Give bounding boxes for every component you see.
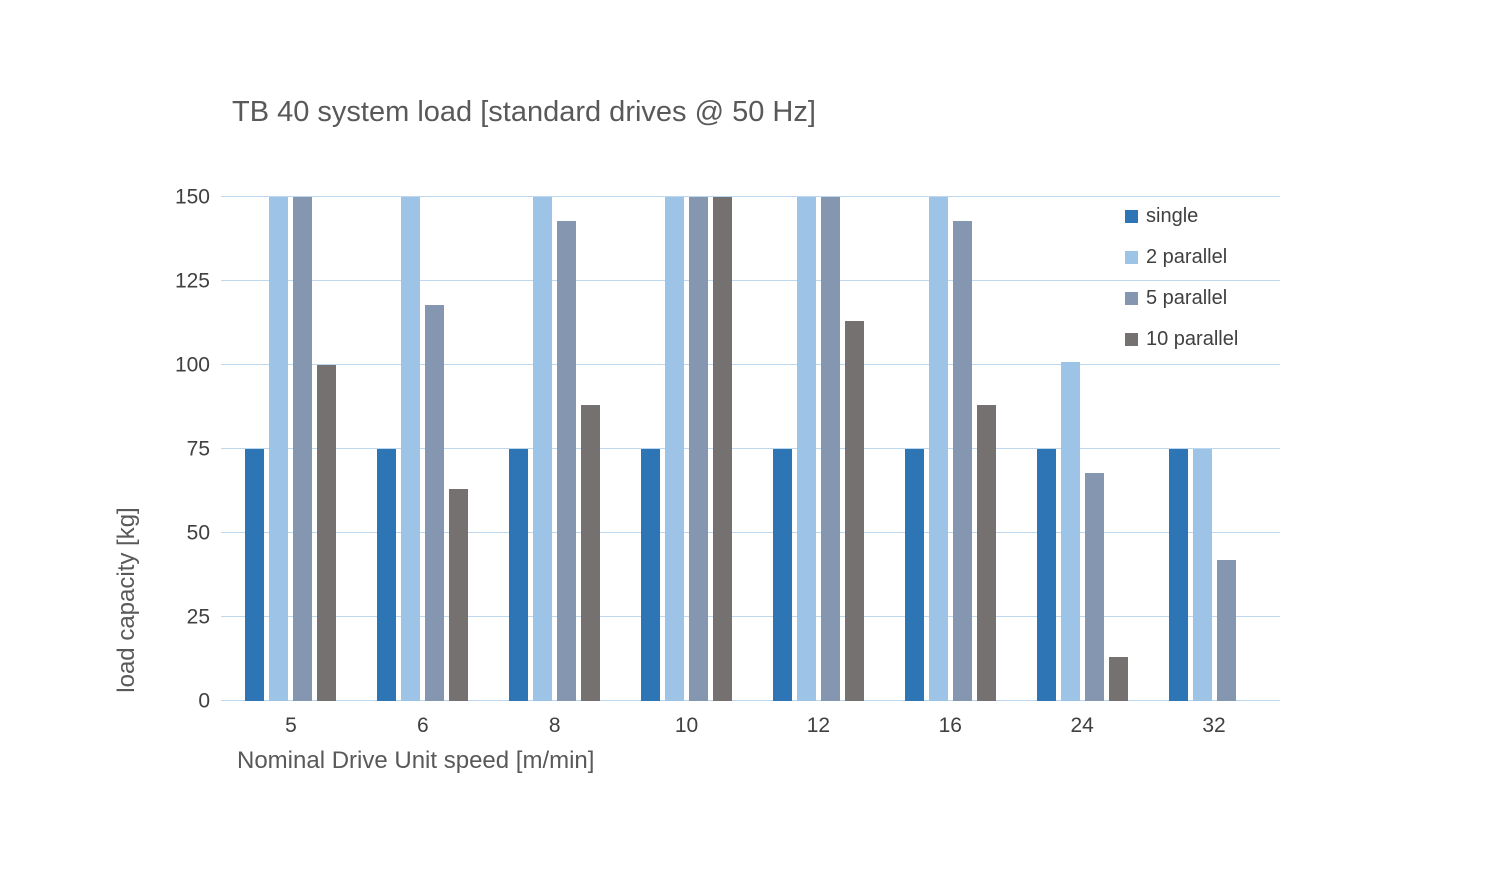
legend-label: 5 parallel [1146,287,1228,309]
bar-5-parallel-12 [820,197,840,701]
bar-2-parallel-5 [269,197,289,701]
bar-10-parallel-12 [844,321,864,701]
bar-2-parallel-12 [796,197,816,701]
legend-swatch-icon [1125,251,1138,264]
y-axis: 150 125 100 75 50 25 0 [120,187,210,712]
legend-swatch-icon [1125,292,1138,305]
y-tick-label: 50 [186,521,210,545]
bar-2-parallel-16 [928,197,948,701]
bar-single-5 [245,449,265,701]
legend-item-single: single [1125,196,1238,237]
bar-10-parallel-6 [449,489,469,701]
bar-5-parallel-32 [1216,559,1236,701]
y-tick-label: 25 [186,605,210,629]
bar-group-32 [1148,197,1280,701]
legend: single 2 parallel 5 parallel 10 parallel [1125,196,1238,360]
bar-2-parallel-24 [1060,361,1080,701]
gridline [221,448,1280,449]
bar-2-parallel-8 [533,197,553,701]
x-tick-label: 5 [285,714,297,737]
bar-group-24 [1016,197,1148,701]
bar-10-parallel-16 [976,405,996,701]
chart-title: TB 40 system load [standard drives @ 50 … [232,96,816,128]
y-tick-label: 0 [198,689,210,713]
y-tick-label: 150 [174,185,210,209]
bar-group-16 [884,197,1016,701]
bar-2-parallel-10 [665,197,685,701]
bar-single-24 [1036,449,1056,701]
x-tick-label: 32 [1202,714,1226,737]
x-tick-label: 8 [548,714,561,737]
bar-5-parallel-16 [952,220,972,701]
legend-item-2-parallel: 2 parallel [1125,237,1238,278]
bar-group-5 [225,197,357,701]
bar-group-10 [621,197,753,701]
y-tick-label: 75 [186,437,210,461]
legend-label: 10 parallel [1146,328,1239,350]
gridline [221,616,1280,617]
bar-5-parallel-5 [293,197,313,701]
bar-single-8 [509,449,529,701]
bar-10-parallel-10 [713,197,733,701]
bar-5-parallel-8 [557,220,577,701]
bar-5-parallel-10 [689,197,709,701]
bar-10-parallel-24 [1108,657,1128,701]
bar-single-32 [1168,449,1188,701]
x-axis-title: Nominal Drive Unit speed [m/min] [237,747,595,774]
bar-2-parallel-6 [401,197,421,701]
bar-2-parallel-32 [1192,449,1212,701]
legend-label: single [1146,205,1199,227]
y-tick-label: 100 [174,353,210,377]
bar-single-12 [772,449,792,701]
legend-item-10-parallel: 10 parallel [1125,319,1238,360]
legend-label: 2 parallel [1146,246,1228,268]
legend-item-5-parallel: 5 parallel [1125,278,1238,319]
x-tick-label: 24 [1070,714,1094,737]
plot-area [221,196,1280,701]
x-tick-label: 10 [674,714,699,737]
x-tick-label: 12 [806,714,831,737]
gridline [221,532,1280,533]
bar-group-6 [357,197,489,701]
bar-single-6 [377,449,397,701]
x-tick-label: 6 [416,714,429,737]
legend-swatch-icon [1125,210,1138,223]
bar-single-10 [641,449,661,701]
y-tick-label: 125 [174,269,210,293]
x-axis: 5 6 8 10 12 16 24 32 [225,714,1280,744]
x-tick-label: 16 [938,714,962,737]
bar-5-parallel-6 [425,304,445,701]
gridline [221,364,1280,365]
bar-10-parallel-5 [317,365,337,701]
legend-swatch-icon [1125,333,1138,346]
bar-group-8 [489,197,621,701]
bar-10-parallel-8 [581,405,601,701]
x-axis-line [221,700,1280,701]
bar-5-parallel-24 [1084,472,1104,701]
bar-single-16 [904,449,924,701]
bar-group-12 [753,197,885,701]
gridline [221,196,1280,197]
gridline [221,280,1280,281]
